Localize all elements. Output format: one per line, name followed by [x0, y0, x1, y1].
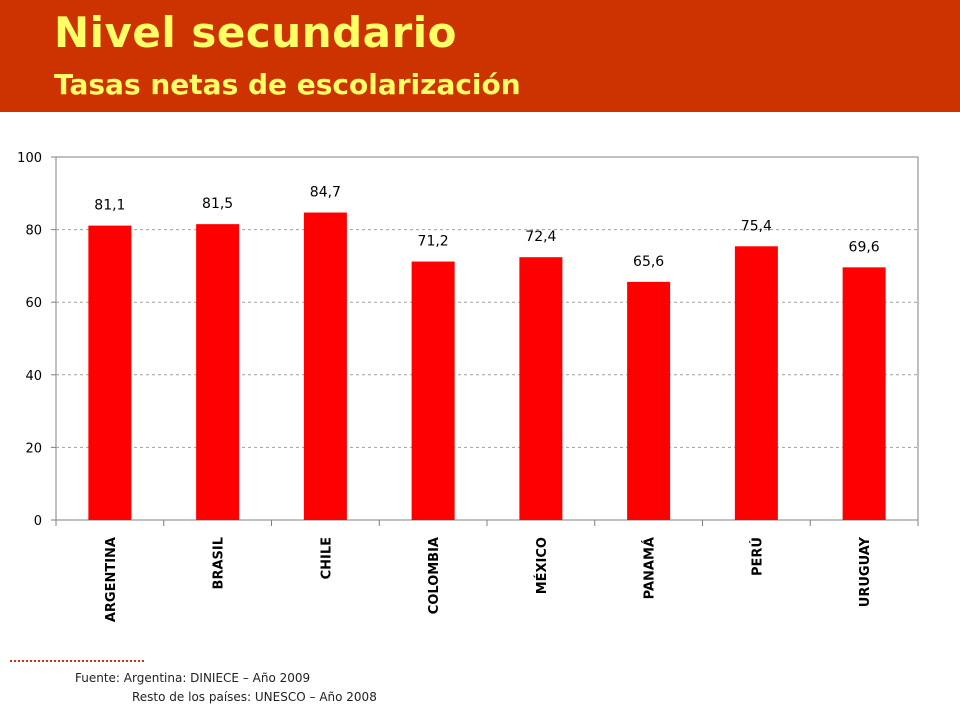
value-label: 69,6: [849, 239, 880, 255]
value-label: 81,1: [94, 198, 125, 214]
label-layer: 81,1 ARGENTINA 81,5 BRASIL 84,7 CHILE 71,2 COLO…: [94, 185, 880, 623]
bar-layer: [88, 212, 886, 520]
page-subtitle: Tasas netas de escolarización: [54, 68, 521, 101]
grid-layer: [55, 156, 919, 521]
y-tick-label: 60: [25, 296, 42, 311]
bar-argentina: [88, 225, 132, 520]
value-label: 81,5: [202, 196, 233, 212]
y-tick-label: 100: [17, 151, 42, 166]
category-label: CHILE: [319, 537, 334, 579]
bar-colombia: [411, 261, 455, 520]
category-label: PERÚ: [749, 537, 765, 576]
axis-layer: 0 20 40 60 80 100: [17, 151, 919, 529]
category-label: ARGENTINA: [104, 537, 119, 622]
bar-uruguay: [842, 267, 886, 520]
bar-chart: 0 20 40 60 80 100 81,1 ARGENTINA 81,5 BRASIL 84,7…: [17, 151, 919, 623]
bar-chile: [303, 212, 347, 520]
page-title: Nivel secundario: [54, 8, 457, 57]
category-label: PANAMÁ: [642, 537, 658, 599]
y-tick-label: 0: [34, 514, 42, 529]
footer-divider: [10, 660, 144, 662]
bar-perú: [734, 246, 778, 520]
category-label: BRASIL: [212, 537, 227, 589]
bar-méxico: [519, 257, 563, 520]
header-banner: Nivel secundario Tasas netas de escolari…: [0, 0, 960, 112]
source-line-2: Resto de los países: UNESCO – Año 2008: [132, 690, 377, 704]
value-label: 84,7: [310, 185, 341, 201]
category-label: MÉXICO: [534, 537, 550, 594]
y-tick-label: 20: [25, 441, 42, 456]
value-label: 72,4: [525, 229, 556, 245]
source-note: Fuente: Argentina: DINIECE – Año 2009 Re…: [75, 669, 377, 707]
value-label: 71,2: [418, 234, 449, 250]
category-label: URUGUAY: [858, 536, 873, 607]
source-line-1: Fuente: Argentina: DINIECE – Año 2009: [75, 671, 311, 685]
value-label: 75,4: [741, 218, 772, 234]
y-tick-label: 80: [25, 224, 42, 239]
bar-brasil: [196, 224, 240, 520]
y-tick-label: 40: [25, 369, 42, 384]
value-label: 65,6: [633, 254, 664, 270]
bar-panamá: [627, 281, 671, 520]
plot-area-border: [55, 156, 919, 521]
category-label: COLOMBIA: [427, 537, 442, 614]
